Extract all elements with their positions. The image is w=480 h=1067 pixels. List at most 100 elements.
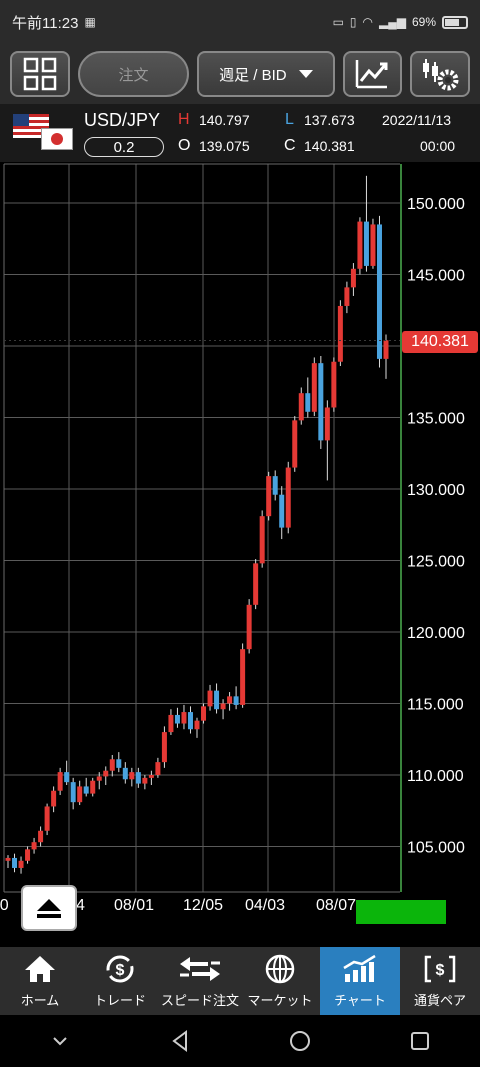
candle-down [122, 767, 128, 780]
candle-up [142, 777, 148, 784]
candle-down [70, 782, 76, 803]
candle-down [363, 221, 369, 266]
signal-icon: ▂▄▆ [379, 15, 406, 29]
x-tick-label: 08/01 [114, 897, 154, 914]
y-tick-label: 115.000 [407, 697, 464, 714]
candle-up [253, 563, 259, 605]
status-bar: 午前11:23 ▦ ▭ ▯ ◠ ▂▄▆ 69% [0, 0, 480, 44]
nav-market[interactable]: マーケット [240, 947, 320, 1015]
candle-down [376, 224, 382, 359]
candle-up [292, 420, 298, 468]
eject-icon [37, 898, 61, 911]
y-tick-label: 120.000 [407, 625, 465, 642]
wifi-icon: ◠ [362, 15, 373, 29]
candle-up [201, 706, 207, 721]
nav-currency-pair[interactable]: $ 通貨ペア [400, 947, 480, 1015]
candle-up [350, 268, 356, 288]
candle-up [285, 467, 291, 528]
low-label: L [285, 111, 294, 128]
period-label: 週足 / BID [219, 66, 287, 84]
candle-up [370, 224, 376, 266]
calendar-icon: ▦ [84, 15, 96, 29]
y-tick-label: 105.000 [407, 840, 465, 857]
home-circle-icon[interactable] [288, 1029, 312, 1053]
candle-up [31, 842, 37, 850]
candle-down [233, 696, 239, 705]
y-tick-label: 145.000 [407, 268, 465, 285]
candle-up [148, 775, 154, 778]
indicator-button[interactable] [342, 51, 403, 97]
close-value: 140.381 [304, 138, 355, 154]
battery-percent: 69% [411, 15, 436, 29]
candle-up [103, 770, 109, 777]
y-tick-label: 110.000 [407, 768, 464, 785]
svg-text:$: $ [436, 962, 445, 979]
currency-pair-label[interactable]: USD/JPY [84, 110, 161, 130]
chart-settings-button[interactable] [410, 51, 471, 97]
candle-up [155, 762, 161, 775]
price-info-bar [0, 104, 480, 162]
eject-button[interactable] [21, 885, 77, 931]
candle-up [129, 772, 135, 780]
chevron-down-icon [298, 70, 313, 78]
nav-label: マーケット [247, 992, 313, 1008]
currency-pair-icon: $ [424, 955, 456, 982]
candle-up [44, 806, 50, 831]
chart-area[interactable]: 150.000145.000140.000135.000130.000125.0… [0, 162, 480, 947]
candle-up [38, 830, 44, 843]
candle-up [51, 790, 57, 807]
candle-up [5, 857, 11, 861]
candle-up [25, 849, 31, 861]
x-tick-label: 04/03 [245, 897, 285, 914]
speed-order-icon [180, 956, 220, 981]
candle-down [187, 712, 193, 730]
candle-up [161, 732, 167, 763]
nav-label: チャート [334, 992, 386, 1008]
nav-chart[interactable]: チャート [320, 947, 400, 1015]
candle-up [331, 361, 337, 408]
candle-up [337, 305, 343, 362]
chevron-down-icon[interactable] [48, 1029, 72, 1053]
nav-speed-order[interactable]: スピード注文 [160, 947, 240, 1015]
nav-label: トレード [93, 992, 146, 1008]
low-value: 137.673 [304, 112, 355, 128]
open-value: 139.075 [199, 138, 250, 154]
order-button[interactable]: 注文 [77, 51, 190, 97]
candle-up [181, 712, 187, 724]
nav-label: 通貨ペア [413, 992, 466, 1008]
recent-apps-icon[interactable] [408, 1029, 432, 1053]
candle-up [266, 476, 272, 517]
nav-label: スピード注文 [160, 992, 239, 1008]
close-label: C [284, 137, 296, 154]
candle-up [57, 772, 63, 791]
grid-menu-button[interactable] [10, 51, 70, 97]
candle-down [116, 759, 122, 768]
nav-home[interactable]: ホーム [0, 947, 80, 1015]
status-time: 午前11:23 [12, 14, 79, 32]
svg-text:$: $ [116, 962, 125, 979]
high-value: 140.797 [199, 112, 250, 128]
nav-label: ホーム [20, 992, 60, 1008]
candle-up [344, 287, 350, 306]
candle-up [168, 714, 174, 733]
candle-up [90, 780, 96, 794]
candle-down [174, 714, 180, 724]
candle-down [305, 393, 311, 412]
candle-down [64, 772, 70, 783]
scroll-latest-button[interactable] [356, 900, 446, 924]
candle-up [109, 759, 115, 771]
candlestick-chart[interactable]: 150.000145.000140.000135.000130.000125.0… [0, 162, 480, 947]
battery-icon [442, 15, 468, 29]
nav-trade[interactable]: $ トレード [80, 947, 160, 1015]
system-nav-bar [0, 1015, 480, 1067]
candle-up [298, 393, 304, 421]
period-dropdown[interactable]: 週足 / BID [197, 51, 335, 97]
candle-up [259, 516, 265, 564]
x-tick-label: 12/05 [183, 897, 223, 914]
open-label: O [178, 137, 191, 154]
back-icon[interactable] [168, 1029, 192, 1053]
vibrate-icon: ▯ [349, 15, 357, 29]
candle-down [279, 494, 285, 528]
high-label: H [178, 111, 190, 128]
cast-icon: ▭ [332, 15, 344, 29]
